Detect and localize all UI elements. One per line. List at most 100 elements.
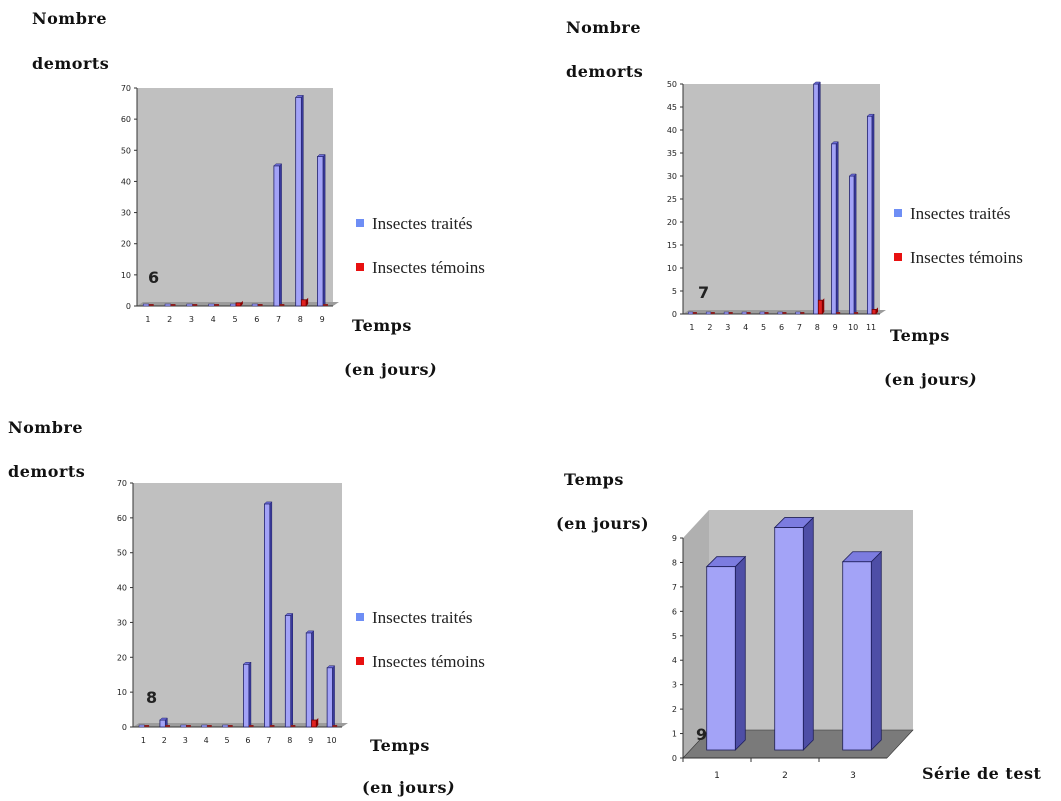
- bar-treated: [208, 303, 215, 307]
- bar-treated: [284, 615, 292, 728]
- bar: [774, 527, 804, 751]
- bar-treated: [222, 724, 229, 728]
- bar-treated-top: [159, 717, 168, 721]
- bar-control: [782, 312, 787, 314]
- bar-control: [290, 725, 296, 727]
- bar-control: [764, 312, 769, 314]
- bar-control: [746, 312, 751, 314]
- x-label-temps-7: Temps: [890, 326, 950, 345]
- y-tick-label: 15: [667, 241, 677, 250]
- y-tick-label: 7: [672, 583, 677, 592]
- legend-control-label: Insectes témoins: [372, 652, 485, 671]
- y-label-nombre-6: Nombre: [32, 9, 108, 28]
- x-tick-label: 7: [276, 315, 281, 324]
- bar-control-side: [822, 298, 825, 314]
- bar-control: [279, 304, 285, 306]
- y-tick-label: 40: [117, 584, 127, 593]
- x-label-temps-8: Temps: [370, 736, 430, 755]
- y-tick-label: 3: [672, 681, 677, 690]
- x-label-serie-de-test: Série de test: [922, 764, 1042, 783]
- y-label-demorts-8: demorts: [8, 462, 86, 481]
- bar-treated-top: [242, 662, 252, 665]
- x-tick-label: 2: [162, 736, 167, 745]
- y-tick-label: 40: [667, 126, 677, 135]
- bar-control: [728, 312, 733, 314]
- bar-treated-side: [332, 665, 335, 728]
- legend-treated-label: Insectes traités: [372, 608, 473, 627]
- x-tick-label: 2: [167, 315, 172, 324]
- bar-treated: [317, 156, 324, 307]
- bar-treated: [142, 303, 150, 307]
- x-label-temps-6: Temps: [352, 316, 412, 335]
- bar-treated: [813, 83, 819, 315]
- panel-label: 9: [696, 725, 707, 744]
- bar-control: [311, 719, 317, 728]
- x-tick-label: 5: [232, 315, 237, 324]
- x-label-en-jours-6: (en jours): [344, 360, 438, 379]
- x-tick-label: 1: [145, 315, 150, 324]
- x-tick-label: 9: [308, 736, 313, 745]
- x-tick-label: 7: [266, 736, 271, 745]
- x-tick-label: 4: [211, 315, 216, 324]
- bar-treated: [723, 311, 730, 315]
- legend-treated-swatch: [894, 209, 902, 218]
- y-tick-label: 20: [117, 653, 127, 662]
- y-tick-label: 0: [672, 754, 677, 763]
- y-tick-label: 60: [121, 115, 131, 124]
- x-tick-label: 1: [714, 771, 720, 781]
- bar-control: [323, 304, 328, 306]
- panel-label: 7: [698, 283, 709, 302]
- bar-control: [228, 725, 233, 727]
- legend-control-label: Insectes témoins: [910, 248, 1023, 267]
- bar-treated-top: [263, 501, 273, 505]
- bar-control: [800, 312, 805, 314]
- bar-treated-side: [269, 501, 273, 728]
- x-tick-label: 3: [725, 323, 730, 332]
- x-tick-label: 7: [797, 323, 802, 332]
- y-tick-label: 5: [672, 632, 677, 641]
- x-tick-label: 8: [287, 736, 292, 745]
- y-tick-label: 70: [121, 84, 131, 93]
- bar-treated-top: [813, 81, 821, 85]
- y-tick-label: 35: [667, 149, 677, 158]
- y-tick-label: 9: [672, 534, 677, 543]
- x-tick-label: 10: [326, 736, 336, 745]
- y-label-temps-9: Temps: [564, 470, 624, 489]
- bar-treated: [795, 311, 801, 315]
- x-tick-label: 1: [689, 323, 694, 332]
- bar-control: [836, 312, 841, 314]
- bar-control: [692, 312, 697, 314]
- bar-control: [186, 725, 191, 727]
- y-tick-label: 4: [672, 656, 677, 665]
- bar-treated: [164, 303, 171, 307]
- legend-treated-label: Insectes traités: [372, 214, 473, 233]
- bar-treated-side: [835, 141, 839, 315]
- bar-control: [192, 304, 198, 306]
- x-tick-label: 4: [204, 736, 209, 745]
- y-tick-label: 50: [667, 80, 677, 89]
- bar-treated: [264, 503, 271, 728]
- y-label-demorts-7: demorts: [566, 62, 644, 81]
- x-tick-label: 3: [850, 771, 856, 781]
- bar-treated-side: [311, 630, 314, 728]
- y-tick-label: 10: [117, 688, 127, 697]
- bar-treated-top: [316, 154, 326, 157]
- x-tick-label: 4: [743, 323, 748, 332]
- bar-control: [248, 725, 254, 727]
- y-tick-label: 6: [672, 607, 677, 616]
- y-tick-label: 2: [672, 705, 677, 714]
- bar: [842, 561, 872, 751]
- y-tick-label: 30: [121, 209, 131, 218]
- y-tick-label: 0: [672, 310, 677, 319]
- y-tick-label: 60: [117, 514, 127, 523]
- y-label-en-jours-9: (en jours): [556, 514, 650, 533]
- bar-treated-side: [853, 173, 857, 315]
- bar-control: [170, 304, 176, 306]
- bar-treated-top: [830, 141, 839, 145]
- bar-treated-top: [326, 665, 336, 668]
- bar-treated: [326, 667, 333, 728]
- y-tick-label: 50: [117, 549, 127, 558]
- x-tick-label: 10: [848, 323, 858, 332]
- x-tick-label: 8: [298, 315, 303, 324]
- bar-treated-side: [290, 612, 293, 728]
